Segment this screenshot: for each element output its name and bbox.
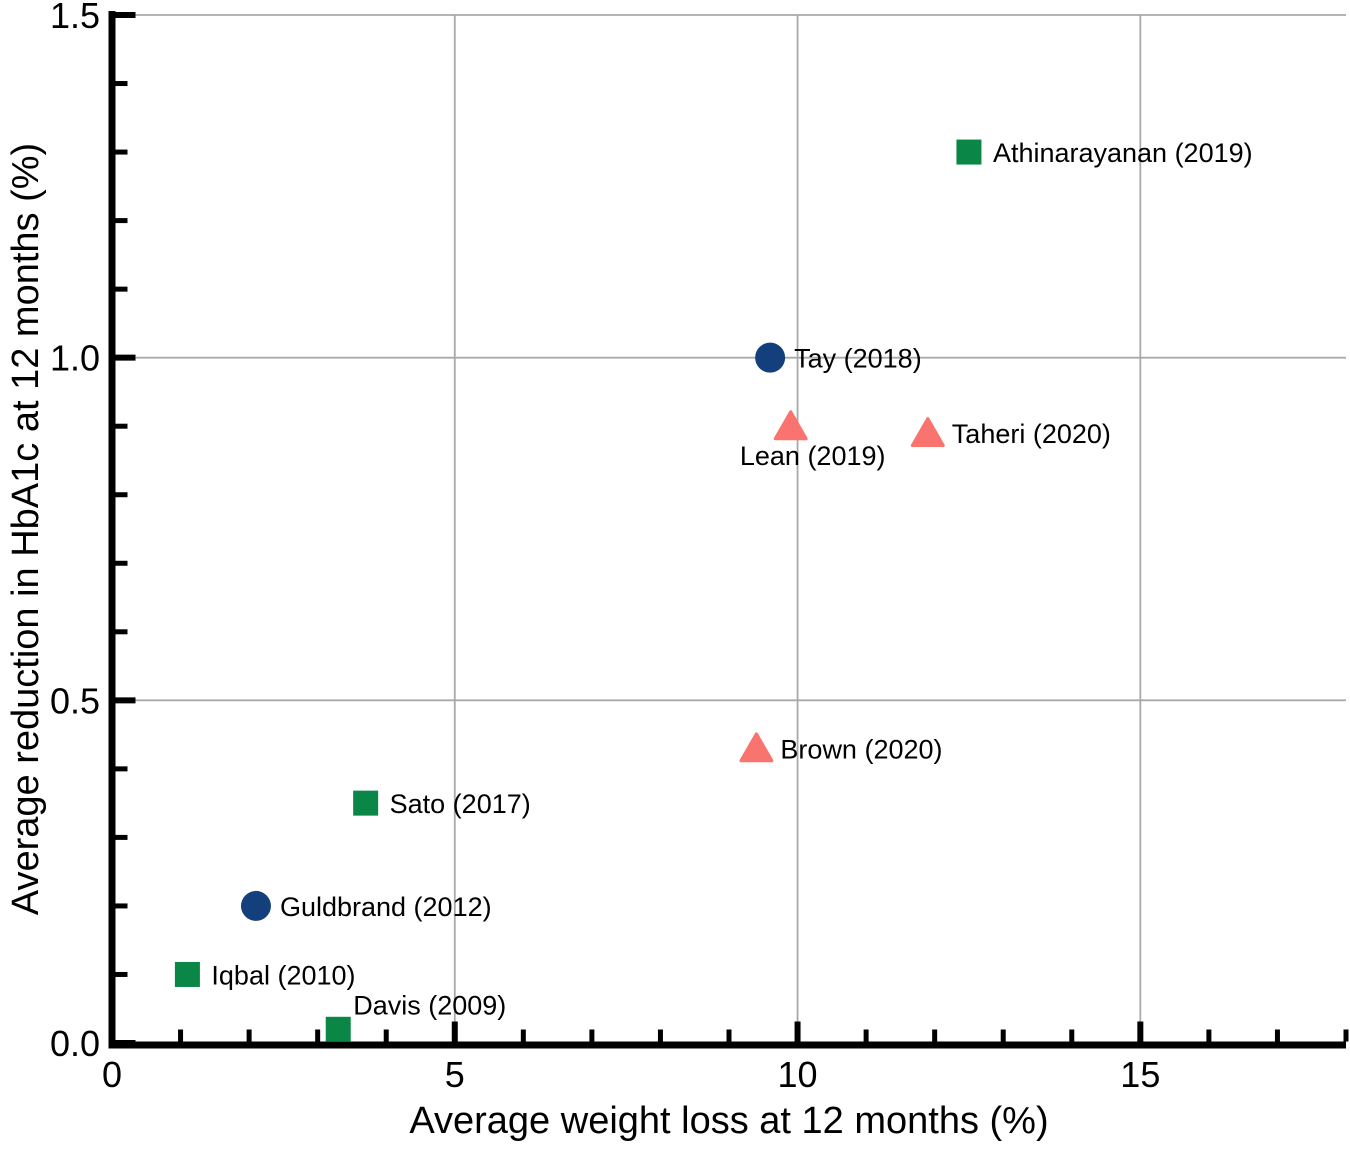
x-tick-label: 15 xyxy=(1120,1054,1160,1095)
data-points xyxy=(174,139,982,1042)
data-point-label: Lean (2019) xyxy=(740,441,886,471)
x-tick-label: 10 xyxy=(778,1054,818,1095)
data-point-triangle xyxy=(773,410,808,441)
data-point-triangle xyxy=(910,417,945,448)
data-point-circle xyxy=(755,342,786,373)
x-axis-title: Average weight loss at 12 months (%) xyxy=(409,1100,1048,1142)
data-point-label: Iqbal (2010) xyxy=(211,960,355,990)
data-point-label: Brown (2020) xyxy=(780,734,942,764)
data-point-label: Guldbrand (2012) xyxy=(280,892,492,922)
y-tick-label: 1.0 xyxy=(50,338,100,379)
gridlines xyxy=(112,14,1346,1043)
data-point-labels: Athinarayanan (2019) Sato (2017) Iqbal (20… xyxy=(211,138,1252,1020)
data-point-label: Davis (2009) xyxy=(353,990,506,1020)
y-tick-label: 1.5 xyxy=(50,0,100,36)
y-tick-label: 0.0 xyxy=(50,1023,100,1064)
data-point-square xyxy=(174,961,200,987)
data-point-label: Taheri (2020) xyxy=(952,419,1111,449)
axes xyxy=(108,11,1346,1049)
data-point-label: Tay (2018) xyxy=(794,344,922,374)
data-point-square xyxy=(956,139,982,165)
data-point-triangle xyxy=(739,732,774,763)
x-tick-label: 5 xyxy=(445,1054,465,1095)
y-tick-label: 0.5 xyxy=(50,680,100,721)
data-point-circle xyxy=(240,890,271,921)
data-point-label: Athinarayanan (2019) xyxy=(993,138,1253,168)
tick-labels: 0 5 10 15 0.0 0.5 1.0 1.5 xyxy=(50,0,1160,1095)
data-point-square xyxy=(353,790,379,816)
x-tick-label: 0 xyxy=(102,1054,122,1095)
axis-ticks xyxy=(109,12,1349,1046)
y-axis-title: Average reduction in HbA1c at 12 months … xyxy=(5,143,47,915)
data-point-square xyxy=(325,1016,351,1042)
data-point-label: Sato (2017) xyxy=(390,789,531,819)
